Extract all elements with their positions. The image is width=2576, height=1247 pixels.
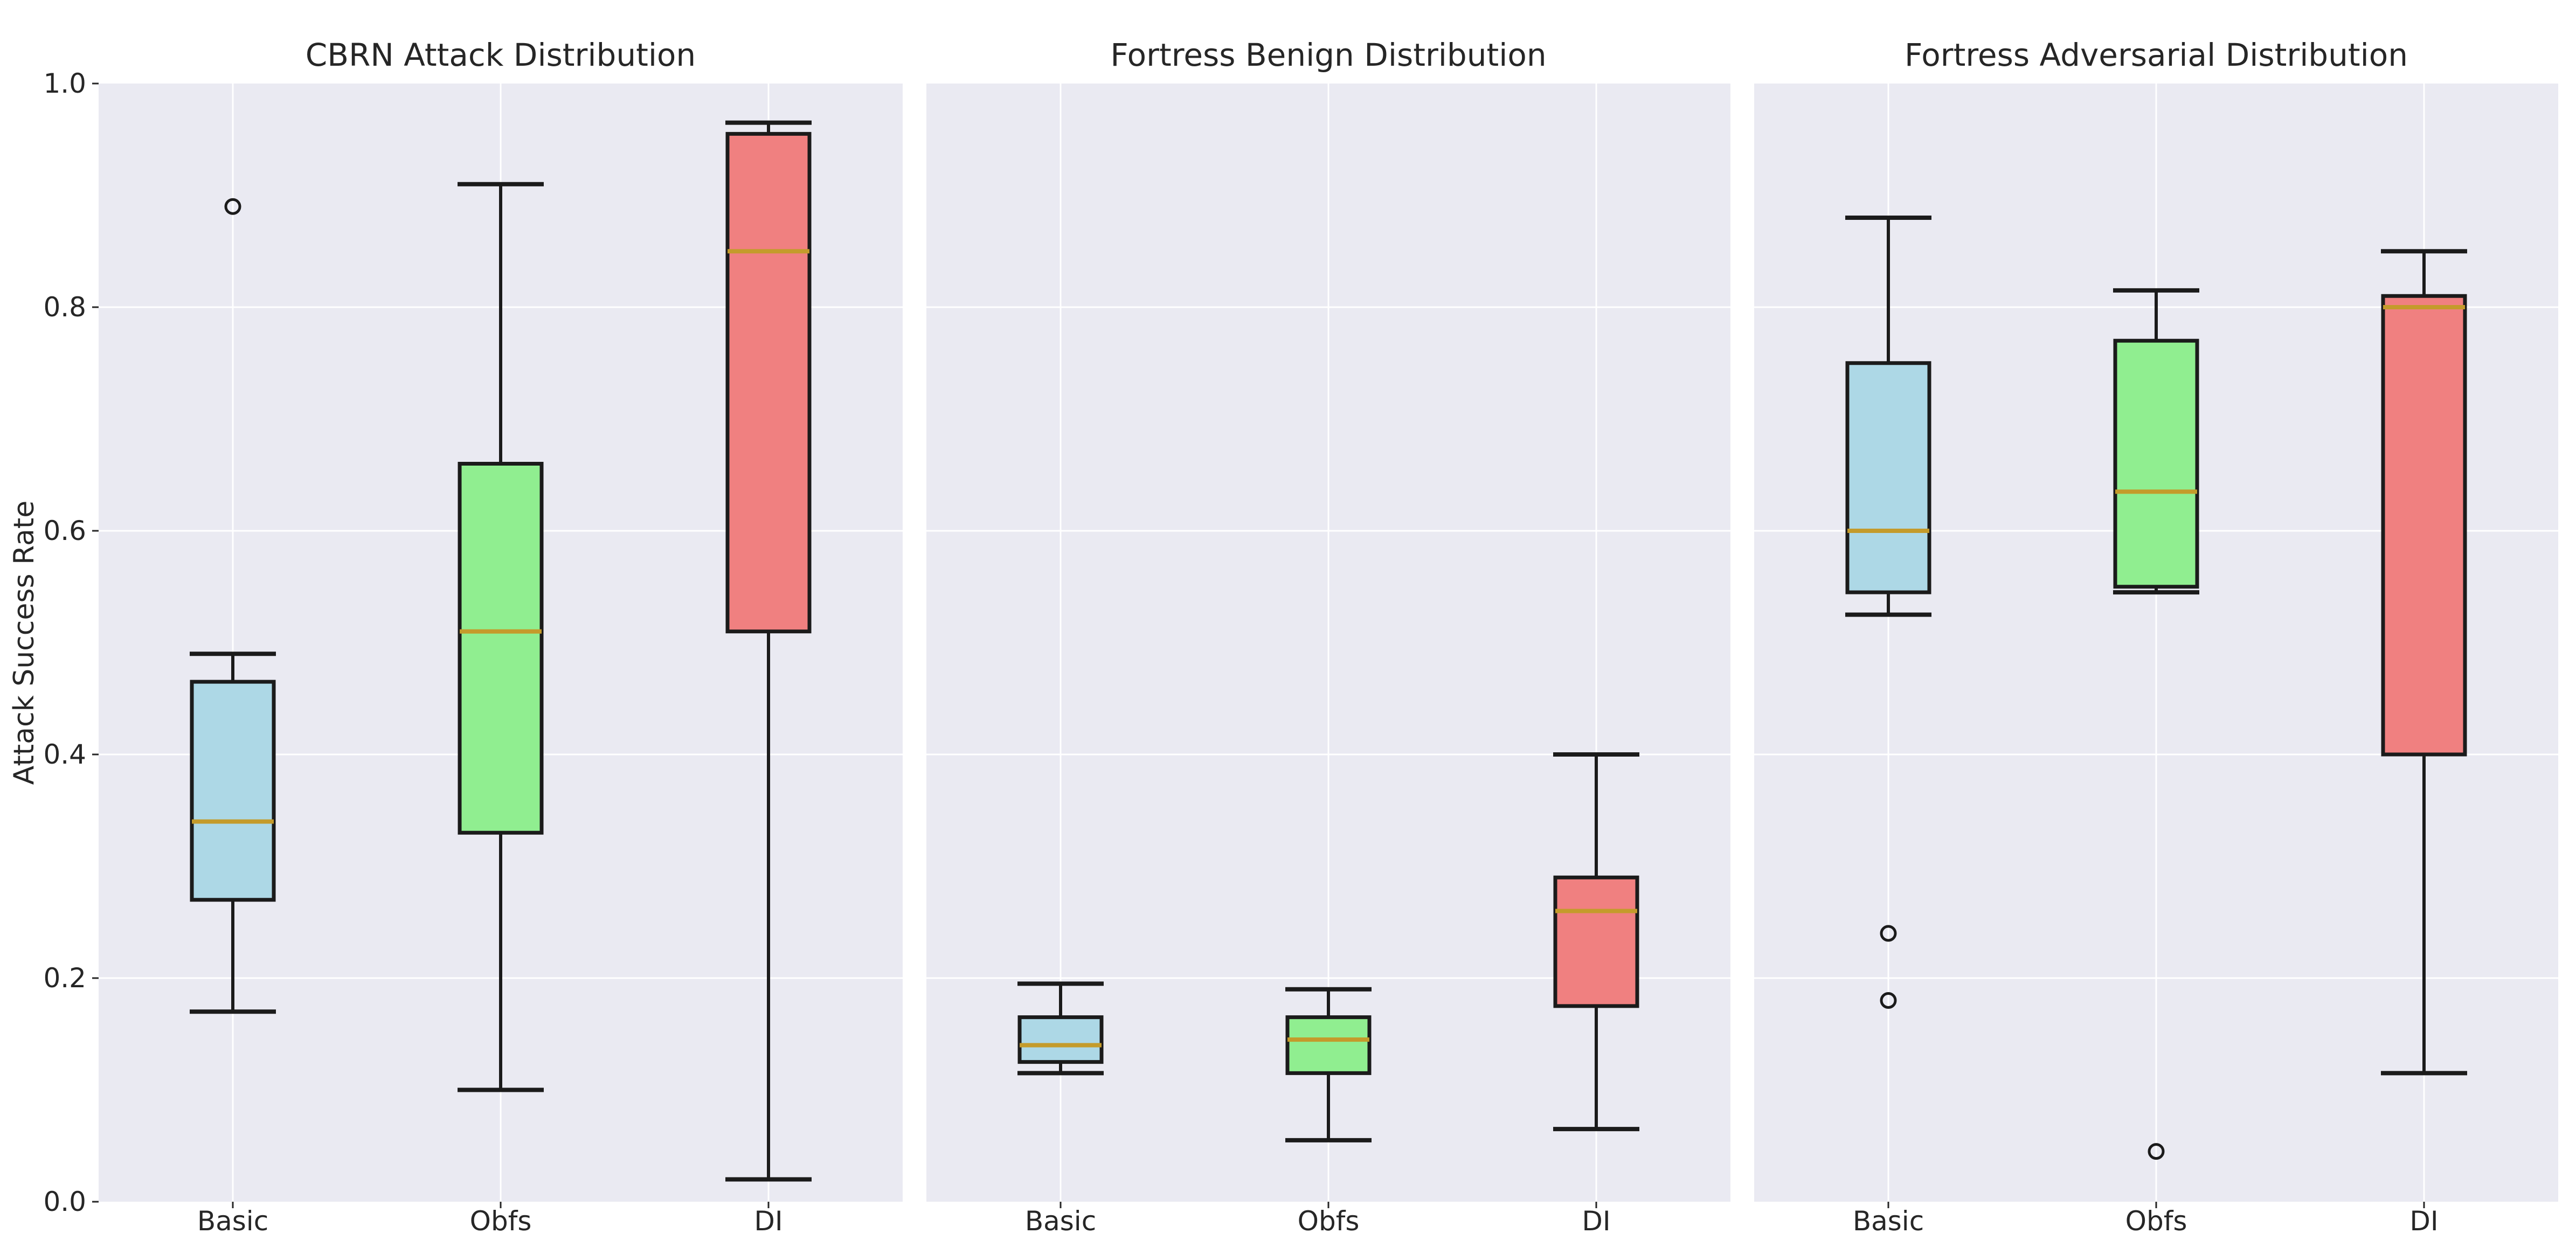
x-tick-label-p2-obfs: Obfs xyxy=(1298,1206,1360,1237)
y-tick-label-1.0: 1.0 xyxy=(43,68,86,99)
y-axis-label: Attack Success Rate xyxy=(8,501,40,785)
x-tick-label-p1-obfs: Obfs xyxy=(470,1206,532,1237)
box-p1-di xyxy=(725,131,812,634)
x-tick-label-p1-basic: Basic xyxy=(197,1206,268,1237)
box-p3-obfs xyxy=(2113,338,2199,589)
y-tick-label-0.4: 0.4 xyxy=(43,739,86,770)
box-p2-di xyxy=(1553,875,1639,1008)
subplot-title-3: Fortress Adversarial Distribution xyxy=(1905,37,2408,73)
box-p1-basic xyxy=(190,680,276,902)
x-tick-label-p3-basic: Basic xyxy=(1853,1206,1924,1237)
box-p3-di xyxy=(2381,294,2467,757)
outlier-point-p3-basic-2 xyxy=(1880,992,1897,1009)
x-tick-label-p2-basic: Basic xyxy=(1025,1206,1096,1237)
box-p2-obfs xyxy=(1285,1015,1372,1075)
y-tick-label-0.0: 0.0 xyxy=(43,1186,86,1217)
box-p2-basic xyxy=(1017,1015,1104,1064)
y-tick-label-0.8: 0.8 xyxy=(43,292,86,323)
x-tick-label-p3-obfs: Obfs xyxy=(2125,1206,2187,1237)
box-p3-basic xyxy=(1845,361,1931,594)
x-tick-label-p1-di: DI xyxy=(754,1206,783,1237)
outlier-point-p3-basic-1 xyxy=(1880,925,1897,942)
subplot-title-1: CBRN Attack Distribution xyxy=(306,37,696,73)
y-tick-label-0.2: 0.2 xyxy=(43,962,86,994)
box-p1-obfs xyxy=(458,462,544,835)
outlier-point-p3-obfs-1 xyxy=(2148,1143,2165,1160)
x-tick-label-p3-di: DI xyxy=(2409,1206,2438,1237)
y-tick-label-0.6: 0.6 xyxy=(43,515,86,546)
subplot-title-2: Fortress Benign Distribution xyxy=(1110,37,1546,73)
x-tick-label-p2-di: DI xyxy=(1582,1206,1610,1237)
outlier-point-p1-basic-1 xyxy=(224,198,241,215)
